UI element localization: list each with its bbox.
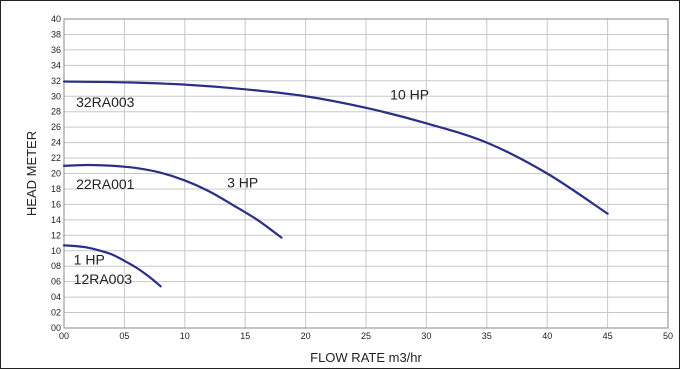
x-tick-label: 10 bbox=[180, 331, 190, 341]
y-tick-label: 12 bbox=[51, 230, 61, 240]
y-tick-label: 02 bbox=[51, 308, 61, 318]
y-tick-label: 18 bbox=[51, 184, 61, 194]
y-tick-label: 08 bbox=[51, 261, 61, 271]
y-tick-label: 16 bbox=[51, 199, 61, 209]
tick-labels: 00 05 10 15 20 25 30 35 40 45 50 00 02 04 06 08 10 12 14 16… bbox=[51, 14, 673, 341]
y-tick-label: 34 bbox=[51, 60, 61, 70]
y-tick-label: 04 bbox=[51, 292, 61, 302]
series-line-32ra003 bbox=[62, 80, 609, 215]
series-line-22ra001 bbox=[62, 163, 283, 239]
plot-frame bbox=[63, 18, 669, 329]
y-tick-label: 32 bbox=[51, 76, 61, 86]
y-tick-label: 14 bbox=[51, 215, 61, 225]
curve-annotation: 10 HP bbox=[390, 86, 429, 102]
y-tick-label: 40 bbox=[51, 14, 61, 24]
x-tick-label: 00 bbox=[59, 331, 69, 341]
curve-annotation: 22RA001 bbox=[76, 176, 135, 192]
curve-annotation: 1 HP bbox=[74, 252, 105, 268]
curve-annotation: 3 HP bbox=[227, 174, 258, 190]
y-tick-label: 38 bbox=[51, 29, 61, 39]
y-tick-label: 24 bbox=[51, 138, 61, 148]
x-tick-label: 45 bbox=[603, 331, 613, 341]
x-tick-label: 25 bbox=[361, 331, 371, 341]
y-tick-label: 28 bbox=[51, 107, 61, 117]
y-tick-label: 10 bbox=[51, 246, 61, 256]
y-tick-label: 00 bbox=[51, 323, 61, 333]
x-tick-label: 35 bbox=[482, 331, 492, 341]
curve-annotation: 12RA003 bbox=[74, 271, 133, 287]
y-tick-label: 06 bbox=[51, 277, 61, 287]
x-axis-title: FLOW RATE m3/hr bbox=[310, 350, 422, 365]
y-tick-label: 26 bbox=[51, 122, 61, 132]
x-tick-label: 05 bbox=[119, 331, 129, 341]
y-tick-label: 36 bbox=[51, 45, 61, 55]
y-tick-label: 30 bbox=[51, 91, 61, 101]
x-tick-label: 15 bbox=[240, 331, 250, 341]
y-tick-label: 20 bbox=[51, 169, 61, 179]
y-axis-title: HEAD METER bbox=[24, 131, 39, 216]
x-tick-label: 20 bbox=[301, 331, 311, 341]
x-tick-label: 30 bbox=[421, 331, 431, 341]
series-lines bbox=[62, 80, 609, 288]
series-line-12ra003 bbox=[62, 244, 162, 288]
x-tick-label: 40 bbox=[542, 331, 552, 341]
curve-annotation: 32RA003 bbox=[76, 94, 135, 110]
annotations: 32RA003 10 HP 22RA001 3 HP 1 HP 12RA003 bbox=[74, 86, 429, 287]
plot-area-border bbox=[63, 18, 669, 329]
x-tick-label: 50 bbox=[663, 331, 673, 341]
y-tick-label: 22 bbox=[51, 153, 61, 163]
